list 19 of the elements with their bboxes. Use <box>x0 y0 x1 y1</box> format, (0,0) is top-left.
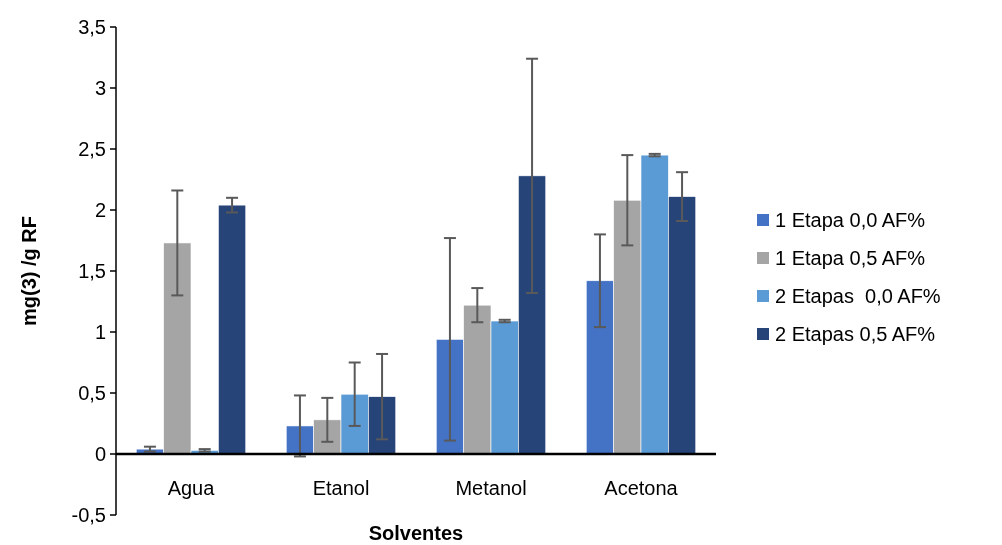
y-tick-label: 0,5 <box>78 382 106 404</box>
y-tick-label: 0 <box>94 443 106 465</box>
y-tick-label: 1 <box>94 321 106 343</box>
y-tick-label: -0,5 <box>71 504 106 526</box>
y-tick-label: 3,5 <box>78 16 106 38</box>
y-tick-label: 1,5 <box>78 260 106 282</box>
y-tick-label: 3 <box>94 77 106 99</box>
legend-label: 1 Etapa 0,5 AF% <box>775 247 926 269</box>
x-tick-label: Metanol <box>455 477 527 499</box>
x-tick-label: Acetona <box>604 477 679 499</box>
y-tick-label: 2 <box>94 199 106 221</box>
legend-label: 2 Etapas 0,0 AF% <box>775 285 941 307</box>
legend-label: 2 Etapas 0,5 AF% <box>775 323 936 345</box>
x-tick-label: Agua <box>167 477 216 499</box>
y-axis-title: mg(3) /g RF <box>18 216 40 326</box>
y-tick-label: 2,5 <box>78 138 106 160</box>
x-axis-title: Solventes <box>368 522 464 544</box>
x-tick-label: Etanol <box>312 477 370 499</box>
legend-label: 1 Etapa 0,0 AF% <box>775 209 926 231</box>
